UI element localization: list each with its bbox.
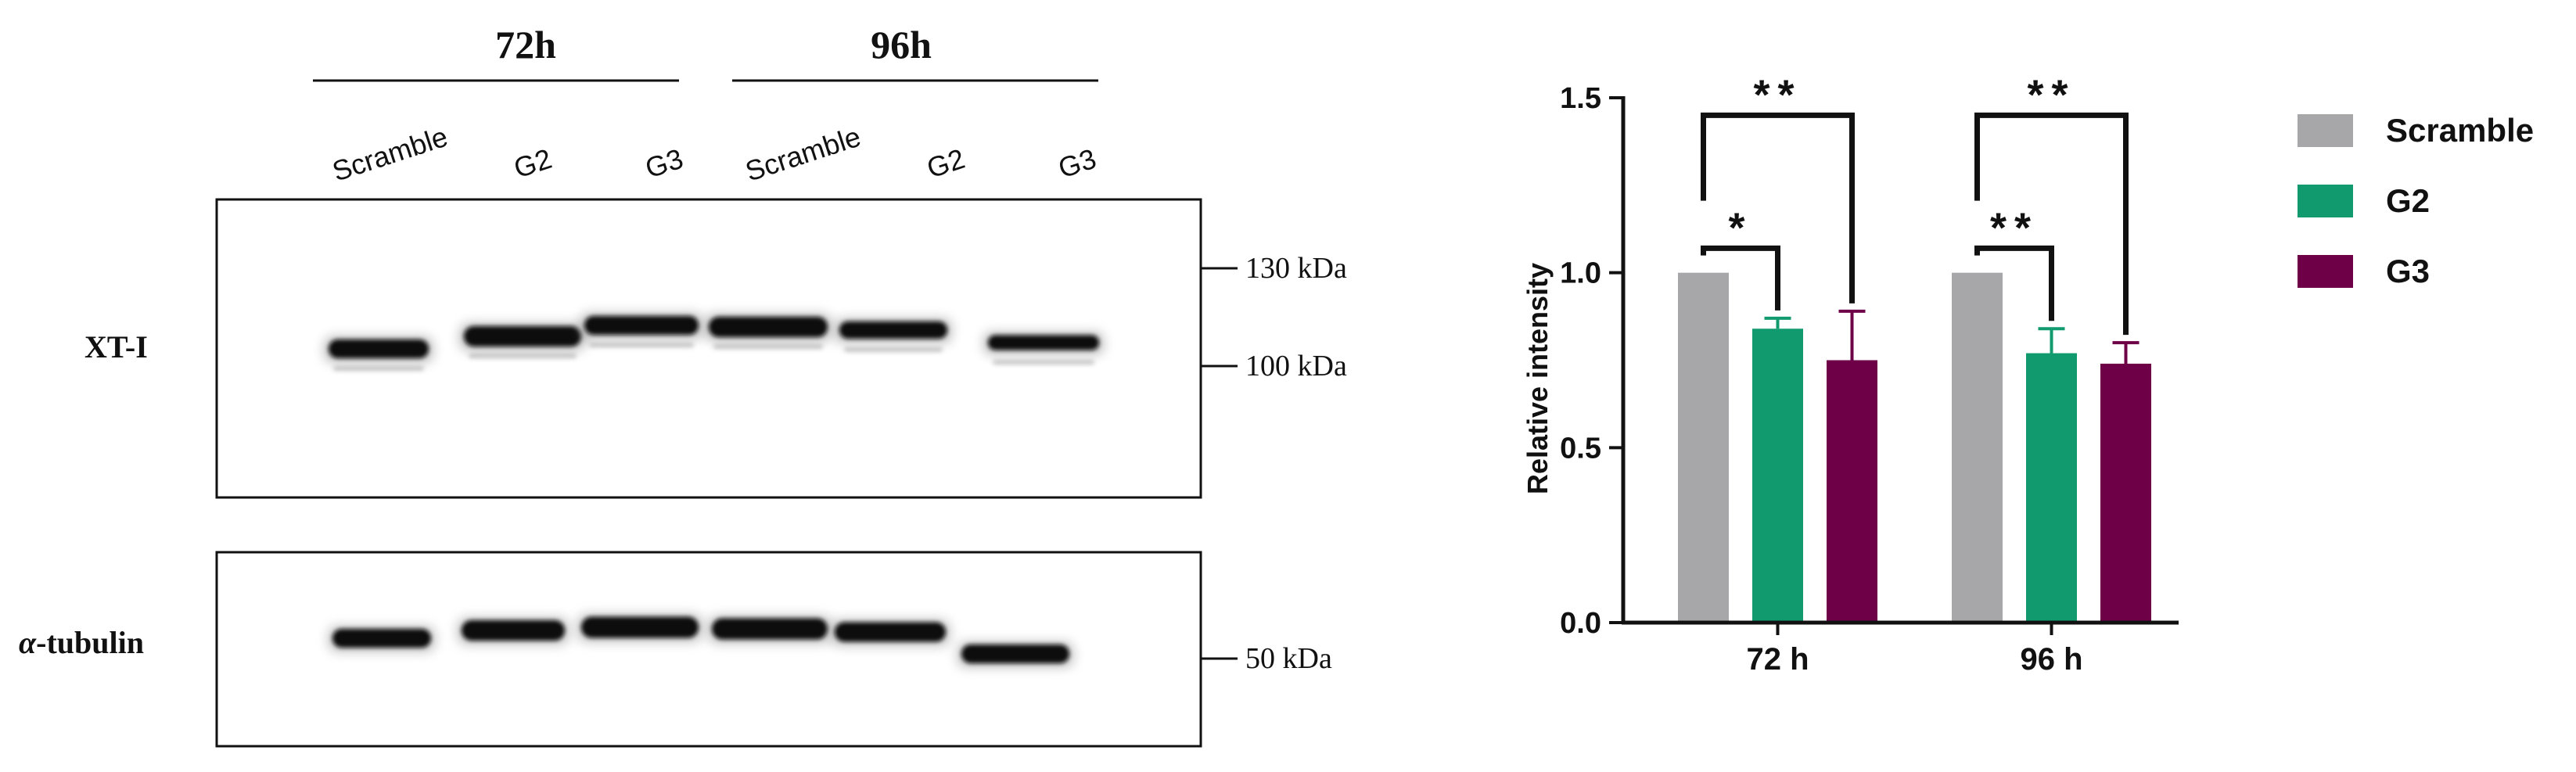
lane-label: G2 — [510, 142, 555, 185]
significance-bracket — [1974, 245, 2054, 321]
legend-swatch-g3 — [2298, 255, 2353, 288]
lane-labels: Scramble G2 G3 Scramble G2 G3 — [329, 120, 1100, 188]
significance-bracket-group: ******* — [1701, 71, 2129, 336]
bar-chart: ******* 0.00.51.01.572 h 96 h ScrambleG2G… — [1522, 71, 2534, 677]
bar-g3 — [1827, 360, 1877, 623]
time-group-label: 72h — [495, 23, 556, 66]
xt1-band — [839, 321, 947, 339]
xt1-band — [329, 339, 429, 358]
faint-lower-band — [333, 366, 424, 371]
legend-swatch-g2 — [2298, 185, 2353, 217]
marker-100kda: 100 kDa — [1201, 350, 1347, 382]
bar-scramble — [1952, 272, 2003, 623]
significance-label: ** — [1990, 204, 2039, 251]
row-label-xt1: XT-I — [84, 329, 148, 364]
bar-scramble — [1678, 272, 1729, 623]
tubulin-band — [712, 618, 828, 640]
faint-lower-band — [469, 354, 577, 358]
tubulin-band — [835, 622, 946, 642]
lane-label: G3 — [1054, 142, 1100, 185]
xt1-band — [464, 326, 581, 347]
bar-g2 — [2026, 353, 2077, 623]
marker-label-100kda: 100 kDa — [1245, 350, 1347, 382]
row-label-tubulin: α-tubulin — [19, 625, 144, 660]
marker-50kda: 50 kDa — [1201, 642, 1332, 675]
chart-legend: Scramble G2 G3 — [2298, 112, 2534, 289]
tubulin-band — [332, 629, 431, 648]
tubulin-band-group — [328, 613, 1074, 668]
lane-label: Scramble — [329, 120, 451, 188]
faint-lower-band — [713, 344, 823, 349]
lane-label: Scramble — [742, 120, 864, 188]
legend-label: G3 — [2386, 253, 2430, 289]
time-group-label: 96h — [871, 23, 932, 66]
error-bar-group — [1764, 309, 2139, 364]
marker-130kda: 130 kDa — [1201, 252, 1347, 285]
marker-label-50kda: 50 kDa — [1245, 642, 1332, 675]
y-axis-label: Relative intensity — [1522, 263, 1554, 494]
tubulin-text: -tubulin — [36, 625, 144, 660]
significance-label: * — [1728, 204, 1752, 251]
bar-series-group — [1678, 272, 2151, 623]
bar-g2 — [1752, 329, 1803, 623]
xt1-band — [584, 316, 699, 335]
legend-label: Scramble — [2386, 112, 2534, 149]
faint-lower-band — [993, 360, 1094, 364]
y-tick-label: 1.0 — [1560, 257, 1601, 290]
tubulin-band — [462, 620, 565, 641]
significance-bracket — [1701, 112, 1855, 303]
significance-label: ** — [2027, 71, 2075, 118]
time-group-headers: 72h 96h — [313, 23, 1098, 82]
xt1-band — [988, 335, 1099, 350]
significance-bracket — [1974, 112, 2129, 336]
x-tick-label: 72 h — [1746, 642, 1809, 677]
faint-lower-band — [844, 347, 943, 352]
y-tick-label: 1.5 — [1560, 82, 1601, 115]
tubulin-band — [581, 616, 699, 638]
xt1-band — [709, 317, 828, 337]
y-tick-label: 0.5 — [1560, 432, 1601, 465]
significance-label: ** — [1753, 71, 1802, 118]
bar-g3 — [2100, 363, 2151, 623]
legend-swatch-scramble — [2298, 114, 2353, 147]
marker-label-130kda: 130 kDa — [1245, 252, 1347, 285]
tubulin-band — [961, 645, 1069, 663]
chart-axes: 0.0 0.5 1.0 1.5 72 h 96 h — [1560, 82, 2179, 677]
x-tick-label: 96 h — [2020, 642, 2082, 677]
legend-label: G2 — [2386, 182, 2430, 219]
significance-bracket — [1701, 245, 1780, 311]
y-tick-label: 0.0 — [1560, 607, 1601, 640]
lane-label: G3 — [641, 142, 687, 185]
xt1-band-group — [324, 313, 1104, 371]
western-blot-panel: 72h 96h Scramble G2 G3 Scramble G2 G3 XT-I α-t… — [19, 23, 1347, 748]
alpha-glyph: α — [19, 625, 37, 660]
lane-label: G2 — [923, 142, 968, 185]
faint-lower-band — [589, 343, 694, 347]
